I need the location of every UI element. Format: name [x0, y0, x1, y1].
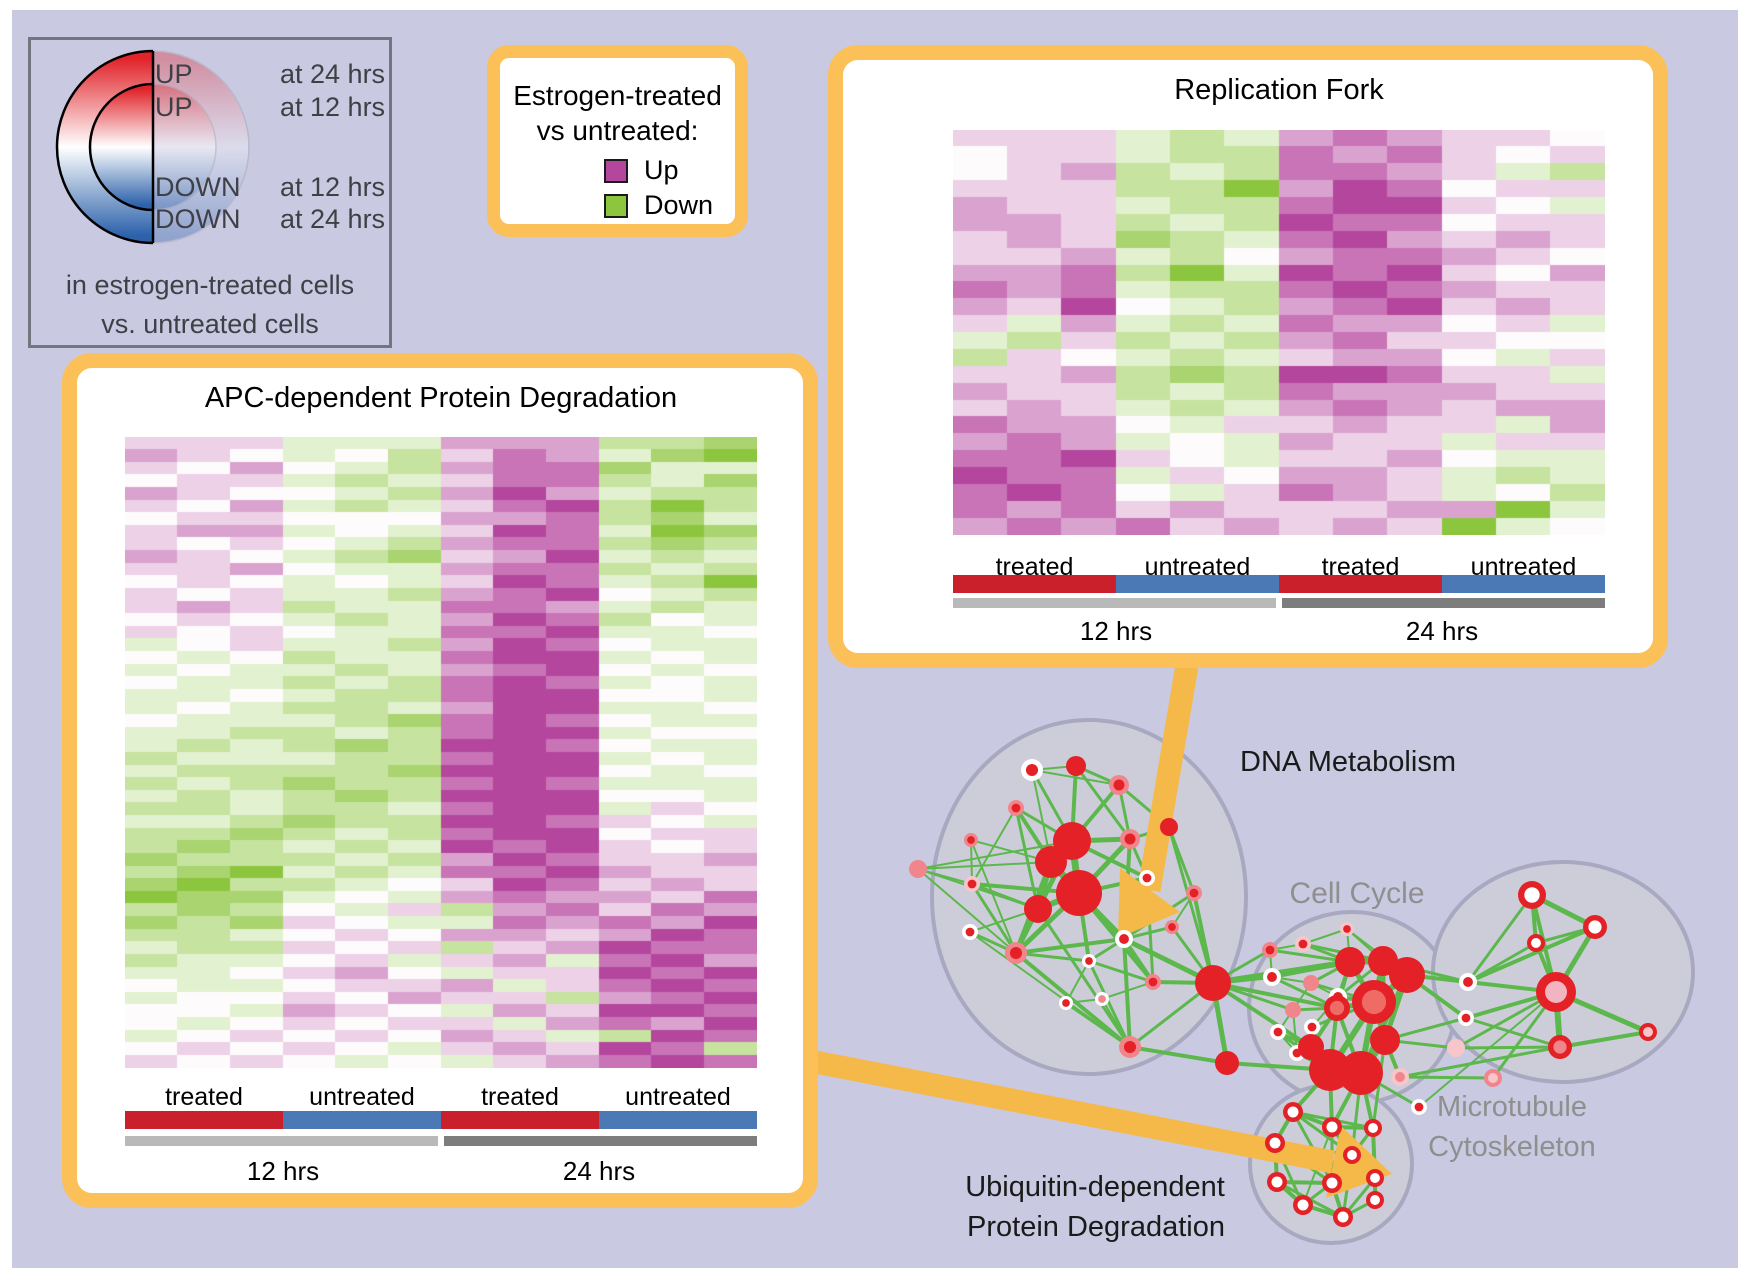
legend-up-24-time: at 24 hrs: [280, 59, 386, 89]
node-legend-caption-1: in estrogen-treated cells: [65, 270, 355, 300]
legend-up-24-label: UP: [155, 59, 193, 89]
treated-bar-2: [441, 1111, 599, 1129]
time-label-24hrs: 24 hrs: [1405, 616, 1479, 646]
apc-heatmap-panel: APC-dependent Protein Degradation treate…: [62, 353, 818, 1208]
untreated-bar-1: [283, 1111, 441, 1129]
up-label: Up: [644, 155, 679, 185]
treated-bar-2: [1279, 575, 1442, 593]
group-label-untreated-1: untreated: [309, 1083, 415, 1111]
legend-up-12-time: at 12 hrs: [280, 92, 386, 122]
time-bar-12hrs: [125, 1136, 438, 1146]
replication-fork-heatmap: [953, 130, 1605, 535]
color-legend-item-up: Up: [604, 155, 679, 186]
expression-ring-icon: [55, 49, 250, 245]
treated-bar-0: [953, 575, 1116, 593]
time-bar-12hrs: [953, 598, 1276, 608]
down-label: Down: [644, 190, 714, 220]
group-label-untreated-3: untreated: [625, 1083, 731, 1111]
color-legend-title-2: vs untreated:: [536, 115, 699, 146]
legend-down-12-time: at 12 hrs: [280, 172, 386, 202]
time-bar-24hrs: [1282, 598, 1605, 608]
color-legend-box: Estrogen-treated vs untreated: Up Down: [487, 45, 748, 237]
group-label-treated-0: treated: [165, 1083, 243, 1111]
apc-heatmap: [125, 437, 757, 1068]
treated-bar-0: [125, 1111, 283, 1129]
untreated-bar-3: [1442, 575, 1605, 593]
up-color-swatch: [604, 158, 628, 183]
legend-down-24-time: at 24 hrs: [280, 204, 386, 234]
legend-down-24-label: DOWN: [155, 204, 241, 234]
color-legend-title-1: Estrogen-treated: [513, 80, 722, 111]
time-bar-24hrs: [444, 1136, 757, 1146]
color-legend-item-down: Down: [604, 190, 713, 221]
down-color-swatch: [604, 193, 628, 218]
time-label-12hrs: 12 hrs: [1079, 616, 1153, 646]
inner-circle-solid: [88, 82, 153, 212]
replication-fork-title: Replication Fork: [1174, 74, 1384, 106]
untreated-bar-1: [1116, 575, 1279, 593]
apc-panel-title: APC-dependent Protein Degradation: [204, 382, 678, 414]
group-label-treated-2: treated: [481, 1083, 559, 1111]
untreated-bar-3: [599, 1111, 757, 1129]
time-label-24hrs: 24 hrs: [562, 1156, 636, 1186]
time-label-12hrs: 12 hrs: [246, 1156, 320, 1186]
replication-fork-panel: Replication Fork treated untreated treated…: [828, 45, 1668, 668]
node-legend-caption-2: vs. untreated cells: [101, 309, 319, 339]
node-legend-box: UP at 24 hrs UP at 12 hrs DOWN at 12 hrs…: [28, 37, 392, 348]
legend-down-12-label: DOWN: [155, 172, 241, 202]
legend-up-12-label: UP: [155, 92, 193, 122]
